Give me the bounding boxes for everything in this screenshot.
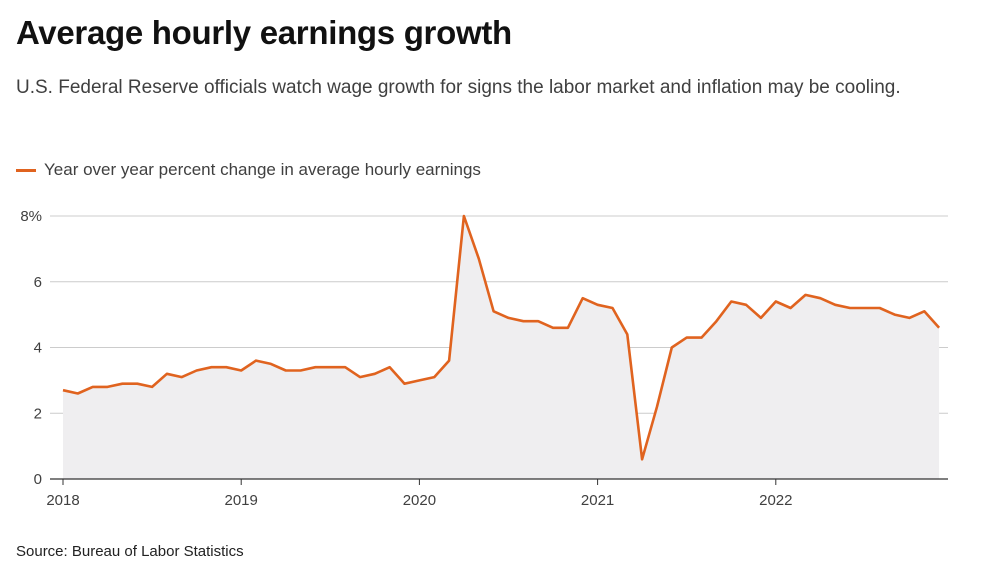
y-tick-label: 4 <box>34 340 42 357</box>
source-note: Source: Bureau of Labor Statistics <box>16 543 244 560</box>
y-tick-label: 0 <box>34 471 42 488</box>
x-tick-label: 2018 <box>46 492 79 509</box>
x-tick-label: 2020 <box>403 492 436 509</box>
x-tick-label: 2019 <box>225 492 258 509</box>
x-tick-label: 2022 <box>759 492 792 509</box>
x-axis-tick-labels: 2018 2019 2020 2021 2022 <box>46 492 792 509</box>
y-tick-label: 2 <box>34 405 42 422</box>
chart-title: Average hourly earnings growth <box>16 14 512 51</box>
legend: Year over year percent change in average… <box>16 160 481 180</box>
x-axis <box>50 478 948 485</box>
y-axis-tick-labels: 0 2 4 6 8% <box>20 208 42 488</box>
legend-swatch-line <box>16 168 36 172</box>
y-tick-label: 6 <box>34 274 42 291</box>
legend-label: Year over year percent change in average… <box>44 160 481 179</box>
chart-subtitle: U.S. Federal Reserve officials watch wag… <box>16 77 901 98</box>
y-tick-label: 8% <box>20 208 42 225</box>
x-tick-label: 2021 <box>581 492 614 509</box>
area-fill <box>63 216 940 479</box>
series-line <box>62 214 941 461</box>
